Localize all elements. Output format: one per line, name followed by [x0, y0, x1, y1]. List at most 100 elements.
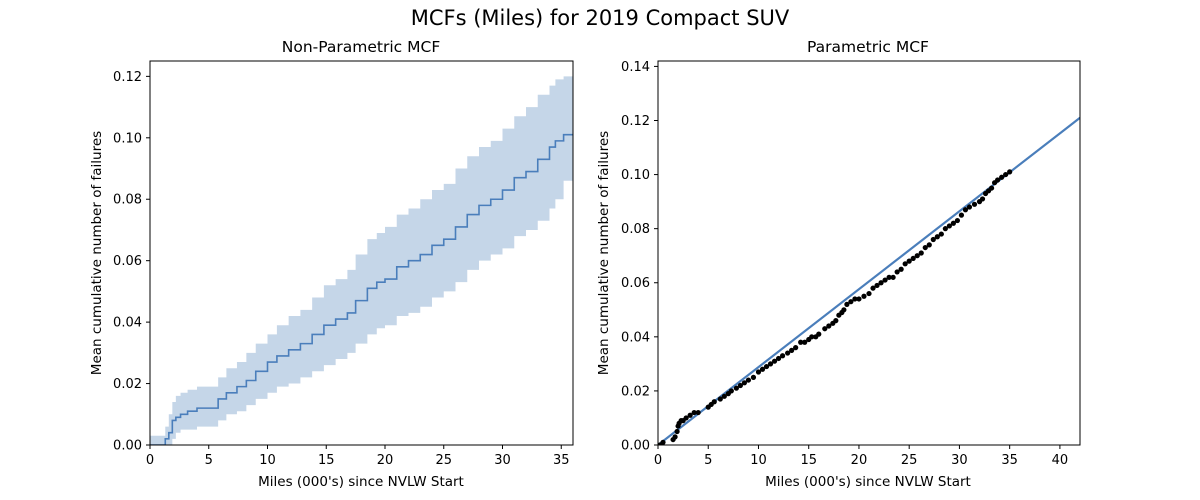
panel-title-non-parametric: Non-Parametric MCF [282, 38, 441, 56]
plot-content [150, 76, 573, 445]
y-axis-label-right: Mean cumulative number of failures [596, 131, 612, 375]
data-point [874, 282, 880, 289]
data-point [672, 434, 678, 440]
data-point [767, 361, 774, 367]
data-point [717, 396, 723, 402]
data-point [759, 366, 766, 372]
x-tick-label: 30 [951, 453, 968, 468]
data-point [1007, 169, 1013, 175]
data-point [745, 377, 752, 383]
data-point [934, 234, 940, 240]
data-point [890, 274, 896, 280]
data-point [691, 409, 697, 416]
x-tick-label: 15 [800, 453, 817, 468]
data-point [886, 274, 892, 280]
data-point [950, 220, 957, 226]
axes-frame [657, 60, 1081, 446]
mcf-step-line [150, 133, 573, 445]
data-point [922, 244, 928, 251]
x-tick-label: 0 [146, 453, 154, 468]
data-point [750, 374, 757, 380]
data-point [695, 409, 701, 416]
data-point [816, 331, 822, 337]
x-tick-label: 10 [750, 453, 767, 468]
x-tick-label: 25 [901, 453, 918, 468]
data-point [841, 307, 847, 313]
data-point [962, 207, 969, 213]
y-tick-label: 0.04 [621, 330, 650, 345]
y-tick-label: 0.08 [113, 193, 142, 208]
data-point [958, 212, 965, 218]
data-point [728, 388, 734, 394]
data-point [995, 177, 1001, 183]
data-point [793, 345, 799, 351]
y-tick-label: 0.10 [621, 168, 650, 183]
y-tick-label: 0.00 [621, 439, 650, 454]
data-point [926, 242, 932, 248]
data-point [856, 296, 862, 302]
data-point [848, 299, 854, 305]
parametric-mcf-panel: Parametric MCF 0 5 10 15 20 25 30 35 400.000.020… [596, 38, 1081, 490]
data-point [852, 296, 858, 302]
data-point [798, 339, 804, 345]
data-point [779, 353, 786, 359]
confidence-band [150, 76, 573, 445]
data-point [918, 250, 924, 256]
data-point [882, 277, 888, 283]
data-point [844, 301, 850, 307]
data-point [942, 226, 948, 232]
x-tick-label: 35 [1001, 453, 1018, 468]
data-point [870, 285, 876, 291]
data-point [930, 236, 936, 243]
data-point [683, 415, 689, 421]
data-point [763, 363, 770, 370]
x-tick-label: 10 [259, 453, 276, 468]
axes-frame [149, 60, 574, 446]
data-point [878, 280, 884, 286]
y-tick-label: 0.14 [621, 60, 650, 75]
non-parametric-plot-area: 0 5 10 15 20 25 30 35 0.00 0.02 0.04 0.06 0.08 0.10 0.… [113, 60, 574, 468]
data-point [826, 323, 832, 329]
non-parametric-mcf-panel: Non-Parametric MCF 0 5 10 15 20 25 30 35 0.00 0.0… [89, 38, 574, 490]
data-point [898, 266, 904, 272]
y-tick-label: 0.06 [113, 254, 142, 269]
plot-content [658, 116, 1080, 445]
data-point [755, 369, 762, 375]
data-point [910, 255, 916, 262]
figure-title: MCFs (Miles) for 2019 Compact SUV [411, 6, 790, 30]
data-point [906, 258, 912, 264]
y-tick-label: 0.10 [113, 131, 142, 146]
data-point [938, 231, 944, 237]
y-tick-label: 0.12 [621, 114, 650, 129]
y-tick-label: 0.02 [621, 384, 650, 399]
data-point [775, 355, 782, 362]
data-point [902, 261, 908, 267]
data-point [660, 439, 666, 445]
x-tick-label: 5 [205, 453, 213, 468]
data-point [733, 385, 739, 391]
y-tick-label: 0.02 [113, 377, 142, 392]
y-tick-label: 0.12 [113, 70, 142, 85]
x-tick-label: 15 [318, 453, 335, 468]
data-point [866, 290, 872, 297]
x-tick-label: 5 [704, 453, 712, 468]
data-point [946, 223, 952, 229]
x-tick-label: 25 [435, 453, 452, 468]
data-point [833, 318, 839, 324]
x-tick-label: 20 [377, 453, 394, 468]
data-point [894, 269, 900, 275]
data-point [971, 201, 978, 207]
data-point [809, 334, 815, 340]
data-point [822, 326, 828, 332]
data-point [674, 428, 680, 435]
data-point [966, 204, 973, 210]
data-point [711, 399, 717, 405]
data-point [789, 347, 795, 353]
parametric-plot-area: 0 5 10 15 20 25 30 35 40 0.00 0.02 0.04 0.06 0.08 0.10… [621, 60, 1081, 468]
data-point [741, 380, 748, 386]
data-point [999, 174, 1005, 180]
x-tick-label: 35 [553, 453, 570, 468]
y-axis-label-left: Mean cumulative number of failures [89, 131, 105, 375]
x-tick-label: 0 [654, 453, 662, 468]
